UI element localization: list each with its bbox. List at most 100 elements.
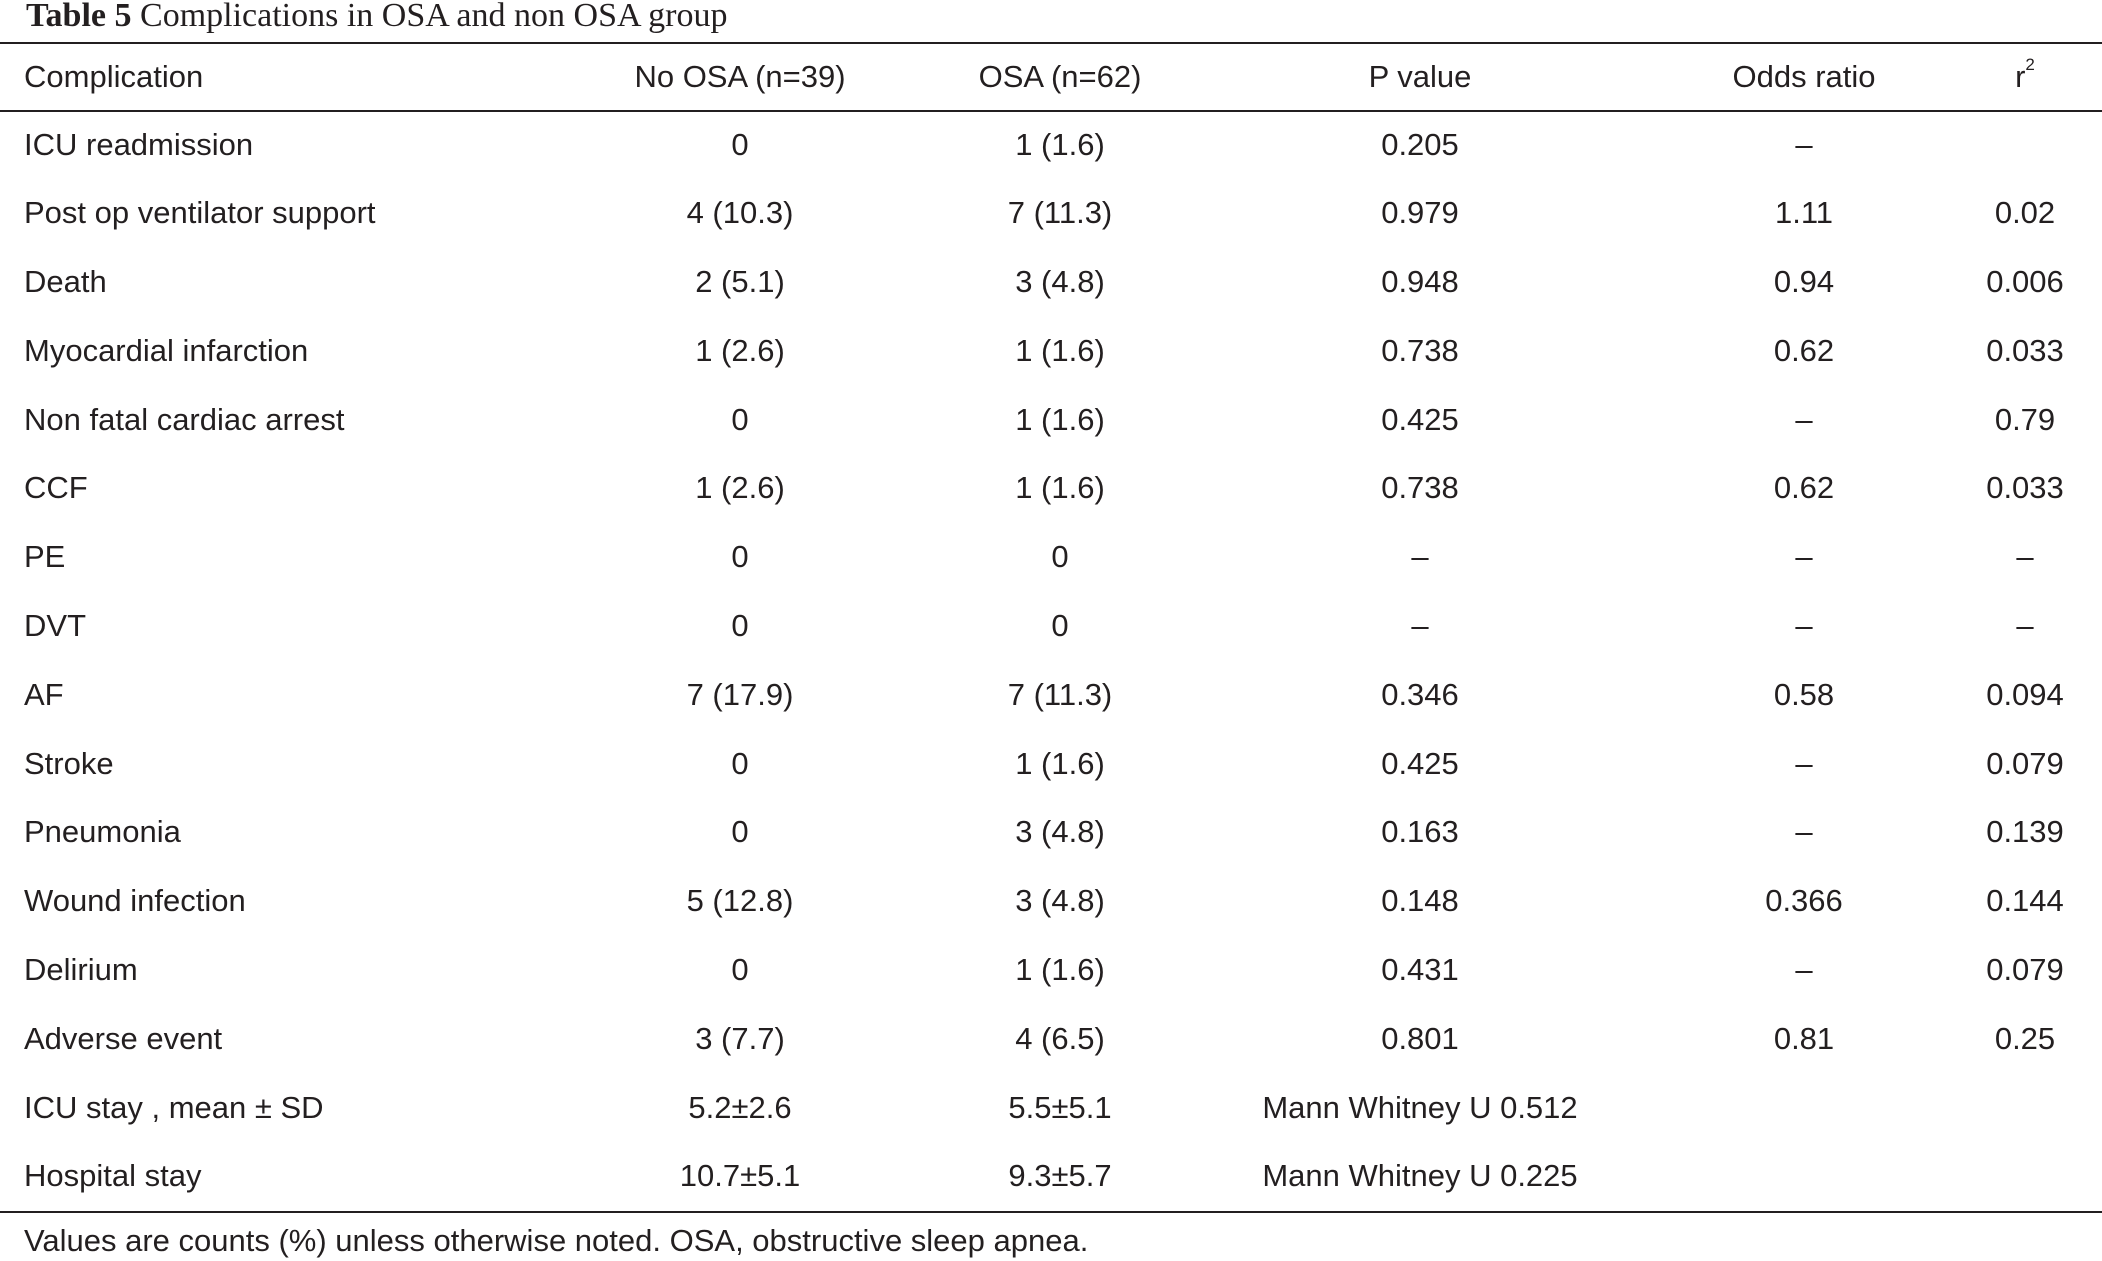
odds-ratio-cell: 0.94 — [1773, 263, 1835, 299]
p-value-cell: 0.738 — [1381, 332, 1459, 368]
r-squared-cell — [1948, 110, 2102, 179]
no-osa-cell: 7 (17.9) — [686, 676, 794, 712]
p-value-cell: 0.425 — [1381, 745, 1459, 781]
osa-cell: 0 — [1051, 539, 1069, 575]
p-value-cell: 0.801 — [1381, 1020, 1459, 1056]
column-header-complication: Complication — [24, 59, 204, 94]
complication-cell: Delirium — [24, 951, 138, 987]
p-value-cell: Mann Whitney U 0.225 — [1262, 1158, 1578, 1194]
complication-cell: Non fatal cardiac arrest — [24, 401, 345, 437]
no-osa-cell: 0 — [731, 401, 749, 437]
osa-cell: 4 (6.5) — [1015, 1020, 1105, 1056]
complication-cell: ICU readmission — [24, 127, 254, 163]
p-value-cell: 0.948 — [1381, 263, 1459, 299]
table-row: ICU stay , mean ± SD 5.2±2.6 5.5±5.1 Mann W… — [0, 1073, 2102, 1142]
r-squared-cell: 0.25 — [1994, 1020, 2056, 1056]
odds-ratio-cell: – — [1795, 401, 1813, 437]
osa-cell: 5.5±5.1 — [1008, 1089, 1112, 1125]
p-value-cell: 0.205 — [1381, 127, 1459, 163]
no-osa-cell: 1 (2.6) — [695, 470, 785, 506]
odds-ratio-cell: – — [1795, 607, 1813, 643]
p-value-cell: – — [1411, 539, 1429, 575]
column-header-odds-ratio: Odds ratio — [1732, 59, 1876, 94]
r-squared-cell: 0.139 — [1986, 814, 2064, 850]
r-squared-cell: 0.079 — [1986, 745, 2064, 781]
table-row: DVT 0 0 – – – — [0, 592, 2102, 661]
complication-cell: Adverse event — [24, 1020, 223, 1056]
odds-ratio-cell: 0.81 — [1773, 1020, 1835, 1056]
table-header-row: Complication No OSA (n=39) OSA (n=62) P … — [0, 44, 2102, 110]
r-squared-cell: 0.144 — [1986, 883, 2064, 919]
complication-cell: AF — [24, 676, 64, 712]
p-value-cell: Mann Whitney U 0.512 — [1262, 1089, 1578, 1125]
table-top-rule — [0, 42, 2102, 44]
odds-ratio-cell: – — [1795, 951, 1813, 987]
osa-cell: 1 (1.6) — [1015, 470, 1105, 506]
no-osa-cell: 2 (5.1) — [695, 263, 785, 299]
no-osa-cell: 4 (10.3) — [686, 195, 794, 231]
no-osa-cell: 5 (12.8) — [686, 883, 794, 919]
table-row: Wound infection 5 (12.8) 3 (4.8) 0.148 0.366… — [0, 867, 2102, 936]
table-row: Adverse event 3 (7.7) 4 (6.5) 0.801 0.81 0.25 — [0, 1004, 2102, 1073]
odds-ratio-cell: – — [1795, 814, 1813, 850]
table-row: Myocardial infarction 1 (2.6) 1 (1.6) 0.738… — [0, 316, 2102, 385]
odds-ratio-cell — [1660, 1073, 1948, 1142]
complication-cell: Death — [24, 263, 107, 299]
r-squared-cell: – — [2016, 539, 2034, 575]
osa-cell: 1 (1.6) — [1015, 127, 1105, 163]
table-row: Death 2 (5.1) 3 (4.8) 0.948 0.94 0.006 — [0, 248, 2102, 317]
osa-cell: 7 (11.3) — [1007, 676, 1113, 712]
r-squared-cell — [1948, 1142, 2102, 1211]
odds-ratio-cell: – — [1795, 127, 1813, 163]
column-header-p-value: P value — [1368, 59, 1472, 94]
osa-cell: 1 (1.6) — [1015, 951, 1105, 987]
table-header-rule — [0, 110, 2102, 112]
table-row: Stroke 0 1 (1.6) 0.425 – 0.079 — [0, 729, 2102, 798]
odds-ratio-cell — [1660, 1142, 1948, 1211]
complication-cell: Post op ventilator support — [24, 195, 376, 231]
osa-cell: 1 (1.6) — [1015, 401, 1105, 437]
r-squared-cell: 0.094 — [1986, 676, 2064, 712]
r-squared-cell: 0.79 — [1994, 401, 2056, 437]
odds-ratio-cell: 0.58 — [1773, 676, 1835, 712]
table-row: Post op ventilator support 4 (10.3) 7 (11.… — [0, 179, 2102, 248]
no-osa-cell: 0 — [731, 127, 749, 163]
table-row: PE 0 0 – – – — [0, 523, 2102, 592]
p-value-cell: 0.738 — [1381, 470, 1459, 506]
r-squared-cell: 0.006 — [1986, 263, 2064, 299]
complication-cell: ICU stay , mean ± SD — [24, 1089, 324, 1125]
table-bottom-rule — [0, 1211, 2102, 1213]
table-row: CCF 1 (2.6) 1 (1.6) 0.738 0.62 0.033 — [0, 454, 2102, 523]
p-value-cell: 0.979 — [1381, 195, 1459, 231]
osa-cell: 1 (1.6) — [1015, 745, 1105, 781]
table-header: Complication No OSA (n=39) OSA (n=62) P … — [0, 44, 2102, 110]
r-squared-cell: 0.02 — [1994, 195, 2056, 231]
odds-ratio-cell: 1.11 — [1774, 195, 1834, 231]
no-osa-cell: 10.7±5.1 — [679, 1158, 801, 1194]
table-row: Non fatal cardiac arrest 0 1 (1.6) 0.425 – 0.… — [0, 385, 2102, 454]
no-osa-cell: 0 — [731, 607, 749, 643]
osa-cell: 9.3±5.7 — [1008, 1158, 1112, 1194]
p-value-cell: 0.346 — [1381, 676, 1459, 712]
p-value-cell: 0.431 — [1381, 951, 1459, 987]
osa-cell: 3 (4.8) — [1015, 814, 1105, 850]
table-row: Hospital stay 10.7±5.1 9.3±5.7 Mann Whitney… — [0, 1142, 2102, 1211]
complication-cell: CCF — [24, 470, 88, 506]
r-squared-base: r — [2015, 59, 2026, 94]
complication-cell: Wound infection — [24, 883, 246, 919]
complication-cell: Myocardial infarction — [24, 332, 309, 368]
column-header-no-osa: No OSA (n=39) — [634, 59, 846, 94]
osa-cell: 3 (4.8) — [1015, 883, 1105, 919]
no-osa-cell: 5.2±2.6 — [688, 1089, 792, 1125]
odds-ratio-cell: – — [1795, 539, 1813, 575]
r-squared-cell — [1948, 1073, 2102, 1142]
no-osa-cell: 3 (7.7) — [695, 1020, 785, 1056]
no-osa-cell: 0 — [731, 814, 749, 850]
complication-cell: Hospital stay — [24, 1158, 202, 1194]
r-squared-cell: 0.079 — [1986, 951, 2064, 987]
p-value-cell: – — [1411, 607, 1429, 643]
complication-cell: Pneumonia — [24, 814, 181, 850]
no-osa-cell: 0 — [731, 539, 749, 575]
no-osa-cell: 0 — [731, 745, 749, 781]
table-caption-label: Table 5 — [26, 0, 132, 34]
